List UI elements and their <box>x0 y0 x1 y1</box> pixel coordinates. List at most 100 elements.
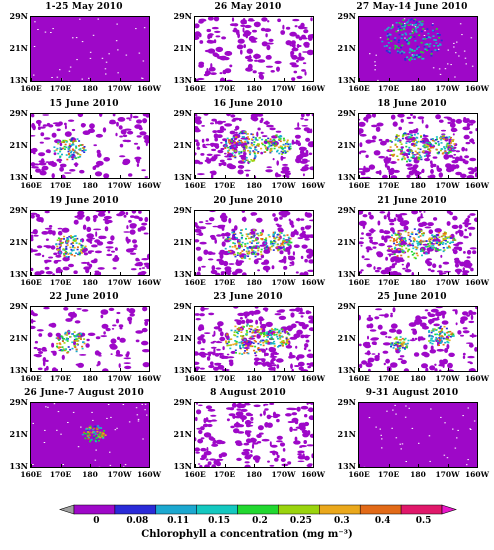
colorbar-bin <box>155 504 197 515</box>
map-frame <box>358 402 478 468</box>
lon-tick <box>477 272 478 275</box>
lon-tick <box>224 368 226 371</box>
lat-tick-label: 21N <box>173 43 192 53</box>
lon-tick <box>313 272 314 275</box>
lat-tick-label: 29N <box>337 11 356 21</box>
map-frame <box>358 113 478 179</box>
lon-tick-label: 170E <box>49 470 72 479</box>
lon-tick-label: 160E <box>348 181 370 190</box>
map-panel: 26 June-7 August 2010 29N 21N 13N 160E 170E 18… <box>2 388 166 494</box>
colorbar-bin <box>400 504 443 515</box>
lon-tick <box>447 368 449 371</box>
map-panel: 22 June 2010 29N 21N 13N 160E 170E 180 170W 160W <box>2 292 166 398</box>
lon-tick-label: 160E <box>184 181 206 190</box>
lon-tick <box>447 175 449 178</box>
map-panel: 21 June 2010 29N 21N 13N 160E 170E 180 170W 160W <box>330 196 494 302</box>
lon-tick-label: 160E <box>20 470 42 479</box>
map-panel: 9-31 August 2010 29N 21N 13N 160E 170E 180 170W… <box>330 388 494 494</box>
map-panel: 27 May-14 June 2010 29N 21N 13N 160E 170E 180 1… <box>330 2 494 108</box>
lon-tick-label: 160E <box>348 278 370 287</box>
colorbar-label: 0.15 <box>208 516 231 526</box>
lon-tick <box>119 368 121 371</box>
lon-tick <box>418 272 419 275</box>
lat-tick-label: 13N <box>337 365 356 375</box>
lon-tick <box>60 78 62 81</box>
lon-tick-label: 170E <box>213 278 236 287</box>
lon-tick <box>313 368 314 371</box>
lon-tick-label: 180 <box>246 374 262 383</box>
lon-tick-label: 170W <box>271 374 296 383</box>
lon-tick <box>60 272 62 275</box>
lon-tick-label: 180 <box>82 470 98 479</box>
lon-tick <box>149 464 150 467</box>
lon-tick-label: 160W <box>464 84 490 93</box>
lon-tick <box>388 78 390 81</box>
lon-tick <box>359 175 360 178</box>
chlorophyll-field <box>195 211 313 275</box>
lon-tick-label: 170W <box>107 278 132 287</box>
colorbar-bin <box>278 504 320 515</box>
lon-tick-label: 160W <box>300 181 326 190</box>
lon-tick-label: 170E <box>49 84 72 93</box>
lon-tick-label: 170E <box>377 84 400 93</box>
map-panel: 1-25 May 2010 29N 21N 13N 160E 170E 180 170W 160… <box>2 2 166 108</box>
lat-tick-label: 13N <box>173 269 192 279</box>
lon-tick-label: 160W <box>136 374 162 383</box>
map-frame <box>358 210 478 276</box>
chlorophyll-field <box>359 307 477 371</box>
lon-tick-label: 160W <box>300 84 326 93</box>
map-frame <box>30 210 150 276</box>
lat-tick-label: 29N <box>337 108 356 118</box>
lon-tick-label: 160E <box>20 84 42 93</box>
lon-tick-label: 160E <box>20 278 42 287</box>
lon-tick <box>60 368 62 371</box>
lat-tick-label: 21N <box>9 237 28 247</box>
lat-tick-label: 29N <box>9 11 28 21</box>
colorbar-bin <box>73 504 116 515</box>
chlorophyll-field <box>195 403 313 467</box>
lon-tick <box>60 175 62 178</box>
lat-tick-label: 29N <box>173 397 192 407</box>
map-frame <box>358 306 478 372</box>
lat-tick-label: 13N <box>9 269 28 279</box>
lat-tick-label: 21N <box>9 333 28 343</box>
lat-tick-label: 21N <box>173 333 192 343</box>
lon-tick-label: 170E <box>213 181 236 190</box>
map-panel: 23 June 2010 29N 21N 13N 160E 170E 180 170W 160W <box>166 292 330 398</box>
chlorophyll-field <box>31 211 149 275</box>
lat-tick-label: 13N <box>337 75 356 85</box>
chlorophyll-field <box>359 17 477 81</box>
lat-tick-label: 21N <box>337 237 356 247</box>
lon-tick-label: 180 <box>82 84 98 93</box>
lon-tick <box>90 272 91 275</box>
colorbar-bin <box>319 504 361 515</box>
lat-tick-label: 21N <box>337 140 356 150</box>
lon-tick <box>119 464 121 467</box>
lon-tick <box>477 464 478 467</box>
lon-tick <box>90 175 91 178</box>
lon-tick-label: 170E <box>49 181 72 190</box>
lon-tick <box>418 78 419 81</box>
panel-title: 1-25 May 2010 <box>45 2 123 12</box>
colorbar-label: 0.25 <box>289 516 312 526</box>
map-frame <box>194 306 314 372</box>
lon-tick-label: 170W <box>271 470 296 479</box>
lat-tick-label: 29N <box>9 301 28 311</box>
lon-tick <box>149 78 150 81</box>
lon-tick <box>254 78 255 81</box>
colorbar-label: 0.5 <box>415 516 432 526</box>
lon-tick-label: 160W <box>464 470 490 479</box>
colorbar-high-arrow <box>441 504 457 515</box>
lon-tick <box>313 175 314 178</box>
lon-tick-label: 170W <box>271 84 296 93</box>
lon-tick <box>477 368 478 371</box>
lon-tick <box>447 272 449 275</box>
lat-tick-label: 13N <box>9 172 28 182</box>
panel-title: 22 June 2010 <box>49 292 119 302</box>
lon-tick <box>31 464 32 467</box>
chlorophyll-field <box>195 114 313 178</box>
lon-tick <box>359 464 360 467</box>
lat-tick-label: 21N <box>173 237 192 247</box>
lat-tick-label: 29N <box>337 205 356 215</box>
lon-tick-label: 160W <box>136 470 162 479</box>
